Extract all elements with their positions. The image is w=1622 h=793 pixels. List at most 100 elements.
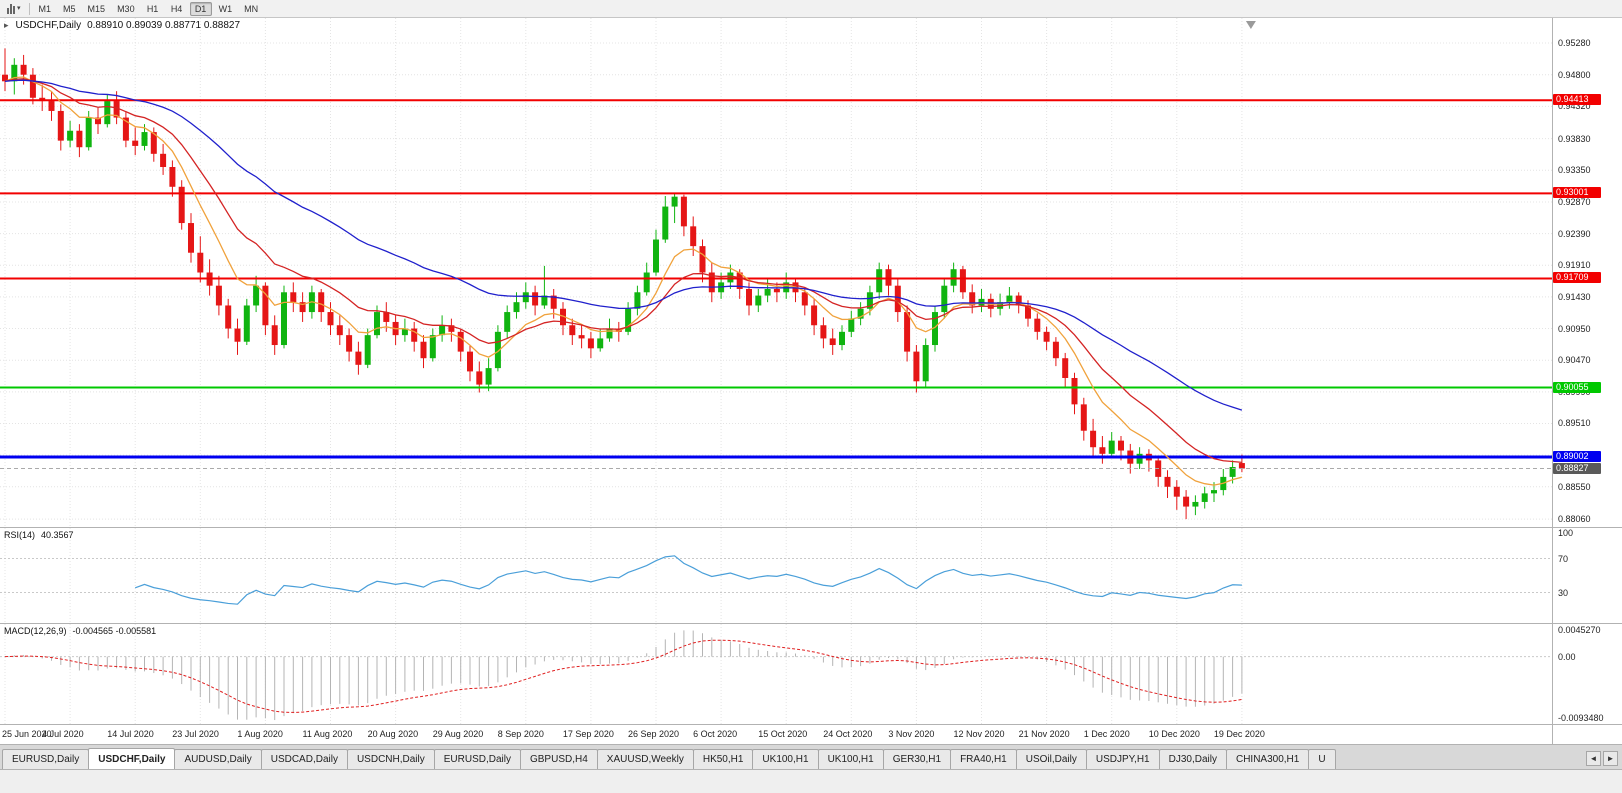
date-axis-label: 10 Dec 2020 (1148, 729, 1200, 739)
price-axis-label: 0.90470 (1558, 355, 1591, 366)
symbol-tab-u[interactable]: U (1308, 749, 1336, 769)
chart-toolbar: ▾ M1 M5 M15 M30 H1 H4 D1 W1 MN (0, 0, 1622, 18)
price-axis-label: 0.93350 (1558, 165, 1591, 176)
symbol-tab-usoil-daily[interactable]: USOil,Daily (1015, 749, 1087, 769)
tab-scroll-left-button[interactable]: ◄ (1586, 751, 1601, 766)
date-axis-label: 26 Sep 2020 (628, 729, 680, 739)
symbol-tab-fra40-h1[interactable]: FRA40,H1 (950, 749, 1017, 769)
symbol-tab-dj30-daily[interactable]: DJ30,Daily (1158, 749, 1227, 769)
date-axis-label: 21 Nov 2020 (1018, 729, 1070, 739)
rsi-value: 40.3567 (41, 530, 74, 540)
chart-tab-bar: EURUSD,Daily USDCHF,Daily AUDUSD,Daily USDC… (0, 745, 1622, 770)
symbol-tab-usdcnh-daily[interactable]: USDCNH,Daily (346, 749, 435, 769)
date-axis-label: 14 Jul 2020 (107, 729, 154, 739)
ohlc-values: 0.88910 0.89039 0.88771 0.88827 (87, 20, 241, 31)
macd-axis-label: 0.00 (1558, 651, 1576, 662)
rsi-axis[interactable]: 100 70 30 (1552, 528, 1622, 623)
symbol-tab-ger30-h1[interactable]: GER30,H1 (882, 749, 952, 769)
toolbar-separator (28, 2, 30, 15)
date-axis-label: 17 Sep 2020 (562, 729, 614, 739)
price-axis-label: 0.95280 (1558, 38, 1591, 49)
time-axis[interactable]: 25 Jun 2020 4 Jul 2020 14 Jul 2020 23 Jul 2… (0, 725, 1622, 745)
symbol-tab-usdchf-daily[interactable]: USDCHF,Daily (88, 748, 176, 769)
price-axis-label: 0.88550 (1558, 481, 1591, 492)
timeframe-button-d1[interactable]: D1 (189, 1, 212, 16)
rsi-plot[interactable] (0, 528, 1552, 623)
price-level-tag: 0.91709 (1553, 272, 1601, 284)
price-chart-panel: ▸ USDCHF,Daily 0.88910 0.89039 0.88771 0… (0, 18, 1622, 528)
date-axis-label: 19 Dec 2020 (1213, 729, 1265, 739)
macd-axis-label: 0.0045270 (1558, 625, 1601, 635)
one-click-trading-toggle[interactable]: ▸ (4, 20, 9, 30)
symbol-tab-xauusd-weekly[interactable]: XAUUSD,Weekly (596, 749, 694, 769)
macd-header: MACD(12,26,9) -0.004565 -0.005581 (4, 626, 156, 636)
price-axis-label: 0.91430 (1558, 291, 1591, 302)
price-axis-label: 0.93830 (1558, 133, 1591, 144)
chart-shift-marker (1245, 21, 1256, 29)
symbol-tab-gbpusd-h4[interactable]: GBPUSD,H4 (519, 749, 598, 769)
symbol-tab-eurusd-daily[interactable]: EURUSD,Daily (2, 749, 90, 769)
macd-plot[interactable] (0, 624, 1552, 724)
rsi-panel: RSI(14) 40.3567 100 70 30 (0, 528, 1622, 624)
date-axis-label: 1 Aug 2020 (237, 729, 283, 739)
timeframe-button-m15[interactable]: M15 (87, 3, 106, 14)
tab-nav: ◄ ► (1586, 751, 1620, 769)
rsi-axis-label: 70 (1558, 553, 1569, 564)
rsi-axis-label: 100 (1558, 528, 1574, 538)
date-axis-label: 20 Aug 2020 (367, 729, 419, 739)
rsi-header: RSI(14) 40.3567 (4, 530, 74, 540)
symbol-tab-uk100-h1[interactable]: UK100,H1 (752, 749, 819, 769)
price-axis[interactable]: 0.95280 0.94800 0.94320 0.93830 0.93350 0.928… (1552, 18, 1622, 527)
date-axis-label: 11 Aug 2020 (302, 729, 353, 739)
symbol-tab-hk50-h1[interactable]: HK50,H1 (692, 749, 754, 769)
axis-corner (1552, 725, 1622, 744)
timeframe-button-w1[interactable]: W1 (218, 3, 233, 14)
symbol-tab-audusd-daily[interactable]: AUDUSD,Daily (174, 749, 262, 769)
price-axis-label: 0.92390 (1558, 228, 1591, 239)
price-level-tag: 0.89002 (1553, 450, 1601, 462)
chevron-down-icon: ▾ (17, 5, 21, 12)
date-axis-label: 12 Nov 2020 (953, 729, 1005, 739)
date-axis-label: 29 Aug 2020 (432, 729, 484, 739)
bar-chart-icon (7, 3, 15, 14)
price-level-tag: 0.93001 (1553, 187, 1601, 199)
chart-header: ▸ USDCHF,Daily 0.88910 0.89039 0.88771 0… (4, 20, 240, 31)
window-bottom-strip (0, 770, 1622, 793)
timeframe-button-m30[interactable]: M30 (117, 3, 135, 14)
price-level-tag: 0.94413 (1553, 94, 1601, 106)
timeframe-button-m1[interactable]: M1 (38, 3, 52, 14)
date-axis-label: 25 Jun 2020 (2, 729, 52, 739)
price-axis-label: 0.90950 (1558, 323, 1591, 334)
price-axis-label: 0.94320 (1558, 101, 1591, 112)
price-axis-label: 0.94800 (1558, 69, 1591, 80)
timeframe-button-group: M1 M5 M15 M30 H1 H4 D1 W1 MN (34, 1, 264, 16)
timeframe-button-h1[interactable]: H1 (146, 3, 159, 14)
symbol-tab-usdcad-daily[interactable]: USDCAD,Daily (260, 749, 348, 769)
date-axis-label: 3 Nov 2020 (888, 729, 935, 739)
macd-values: -0.004565 -0.005581 (72, 626, 157, 636)
macd-axis[interactable]: 0.0045270 0.00 -0.0093480 (1552, 624, 1622, 724)
symbol-tab-china300-h1[interactable]: CHINA300,H1 (1225, 749, 1310, 769)
symbol-period-label: USDCHF,Daily (15, 20, 82, 31)
tab-scroll-right-button[interactable]: ► (1603, 751, 1618, 766)
chart-type-button[interactable]: ▾ (3, 3, 25, 15)
timeframe-button-mn[interactable]: MN (244, 3, 259, 14)
price-level-tag: 0.90055 (1553, 381, 1601, 393)
rsi-axis-label: 30 (1558, 587, 1569, 598)
date-axis-label: 4 Jul 2020 (42, 729, 84, 739)
symbol-tab-uk100-h1[interactable]: UK100,H1 (817, 749, 884, 769)
date-axis-label: 8 Sep 2020 (497, 729, 544, 739)
date-axis-label: 24 Oct 2020 (823, 729, 873, 739)
symbol-tab-usdjpy-h1[interactable]: USDJPY,H1 (1085, 749, 1160, 769)
current-price-tag: 0.88827 (1553, 462, 1601, 474)
date-axis-label: 1 Dec 2020 (1083, 729, 1130, 739)
timeframe-button-m5[interactable]: M5 (63, 3, 76, 14)
price-axis-label: 0.91910 (1558, 260, 1591, 271)
symbol-tab-eurusd-daily[interactable]: EURUSD,Daily (433, 749, 521, 769)
macd-panel: MACD(12,26,9) -0.004565 -0.005581 0.0045… (0, 624, 1622, 725)
macd-axis-label: -0.0093480 (1558, 713, 1604, 723)
main-chart-plot[interactable] (0, 18, 1552, 527)
date-axis-label: 23 Jul 2020 (172, 729, 219, 739)
timeframe-button-h4[interactable]: H4 (170, 3, 183, 14)
